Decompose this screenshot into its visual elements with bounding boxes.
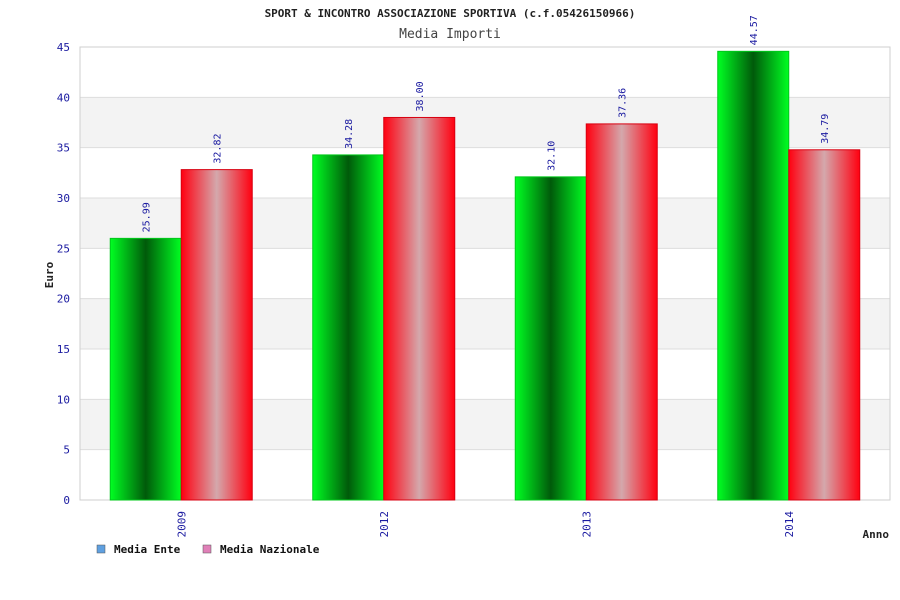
y-tick-label: 25 xyxy=(57,242,70,255)
x-tick-label: 2012 xyxy=(378,511,391,538)
data-label: 38.00 xyxy=(415,81,426,111)
data-label: 37.36 xyxy=(618,88,629,118)
x-tick-label: 2014 xyxy=(783,511,796,538)
y-tick-label: 45 xyxy=(57,41,70,54)
data-label: 25.99 xyxy=(142,202,153,232)
bar-media-nazionale xyxy=(788,149,861,501)
chart-title: SPORT & INCONTRO ASSOCIAZIONE SPORTIVA (… xyxy=(265,7,636,20)
x-tick-label: 2013 xyxy=(580,511,593,538)
y-axis-ticks: 0 5 10 15 20 25 30 35 40 45 xyxy=(57,41,70,507)
bar-media-ente xyxy=(717,50,790,501)
y-tick-label: 0 xyxy=(63,494,70,507)
bar-media-ente xyxy=(109,237,182,501)
legend-label: Media Ente xyxy=(114,543,181,556)
legend-label: Media Nazionale xyxy=(220,543,320,556)
data-label: 34.28 xyxy=(344,119,355,149)
y-tick-label: 30 xyxy=(57,192,70,205)
data-labels: 25.99 32.82 34.28 38.00 32.10 37.36 44.57 34.79 xyxy=(142,15,832,232)
data-label: 34.79 xyxy=(820,114,831,144)
y-tick-label: 10 xyxy=(57,393,70,406)
data-label: 32.10 xyxy=(547,141,558,171)
data-label: 44.57 xyxy=(749,15,760,45)
y-tick-label: 40 xyxy=(57,91,70,104)
legend: Media Ente Media Nazionale xyxy=(96,543,320,556)
y-tick-label: 15 xyxy=(57,343,70,356)
bar-media-ente xyxy=(312,154,385,501)
y-tick-label: 35 xyxy=(57,142,70,155)
legend-swatch xyxy=(202,544,212,554)
chart-subtitle: Media Importi xyxy=(399,27,501,42)
bar-media-nazionale xyxy=(180,169,253,501)
plot-frame xyxy=(79,46,891,501)
bar-media-nazionale xyxy=(383,116,456,501)
y-tick-label: 5 xyxy=(63,444,70,457)
legend-swatch xyxy=(96,544,106,554)
data-label: 32.82 xyxy=(213,134,224,164)
x-tick-label: 2009 xyxy=(175,511,188,538)
x-axis-title: Anno xyxy=(863,528,890,541)
x-axis-ticks: 2009 2012 2013 2014 xyxy=(175,511,796,538)
bar-media-ente xyxy=(514,176,587,501)
y-axis-title: Euro xyxy=(43,261,56,288)
bar-media-nazionale xyxy=(585,123,658,501)
y-tick-label: 20 xyxy=(57,293,70,306)
bars xyxy=(109,50,861,501)
